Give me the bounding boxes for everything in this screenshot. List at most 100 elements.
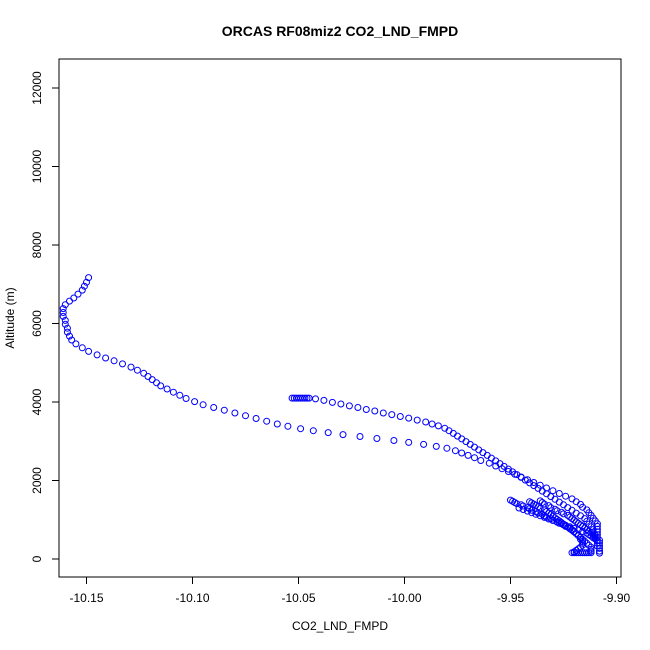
data-point xyxy=(405,414,413,422)
data-point xyxy=(528,509,536,517)
data-point xyxy=(242,412,249,420)
data-point xyxy=(579,528,587,535)
data-point xyxy=(356,433,364,440)
data-point xyxy=(133,366,141,374)
data-point xyxy=(477,457,485,464)
data-point xyxy=(428,420,436,428)
data-point xyxy=(524,507,531,515)
data-point xyxy=(61,320,69,328)
data-point xyxy=(303,394,311,402)
data-point xyxy=(78,344,86,352)
data-point xyxy=(66,297,73,305)
data-point xyxy=(515,504,523,512)
data-point xyxy=(328,398,336,406)
data-point xyxy=(458,449,466,457)
y-tick-label: 12000 xyxy=(30,71,44,105)
data-point xyxy=(545,515,553,523)
data-point xyxy=(570,528,578,536)
data-point xyxy=(220,406,228,414)
data-point xyxy=(72,340,80,348)
data-point xyxy=(339,431,347,439)
data-point xyxy=(373,435,381,442)
data-point xyxy=(434,422,442,430)
data-point xyxy=(528,506,536,514)
data-point xyxy=(543,484,550,492)
data-point xyxy=(547,504,555,512)
plot-frame xyxy=(58,58,622,578)
data-point xyxy=(405,438,413,446)
y-tick-label: 0 xyxy=(30,555,44,562)
data-point xyxy=(390,437,398,444)
data-point xyxy=(562,521,570,529)
data-point xyxy=(78,286,86,294)
data-point xyxy=(210,404,218,411)
data-point xyxy=(540,513,548,521)
data-point xyxy=(191,398,199,406)
data-point xyxy=(61,301,69,309)
data-point xyxy=(388,411,396,419)
x-tick-label: -9.95 xyxy=(497,591,525,605)
data-point xyxy=(593,539,601,547)
data-point xyxy=(110,357,118,365)
data-point xyxy=(66,332,73,340)
data-point xyxy=(102,354,110,362)
data-point xyxy=(263,417,271,425)
data-point xyxy=(538,499,546,506)
data-point xyxy=(68,336,76,344)
data-point xyxy=(536,504,544,512)
data-point xyxy=(80,282,88,290)
data-point xyxy=(231,409,239,417)
data-point xyxy=(549,487,557,495)
data-point xyxy=(63,328,71,336)
data-point xyxy=(579,537,587,545)
data-point xyxy=(574,526,582,534)
data-point xyxy=(345,402,353,410)
data-point xyxy=(169,388,177,396)
data-point xyxy=(284,422,292,430)
data-point xyxy=(362,406,370,413)
y-tick-label: 2000 xyxy=(30,467,44,494)
data-point xyxy=(545,502,553,510)
data-point xyxy=(252,415,260,422)
data-point xyxy=(337,400,345,408)
chart-title: ORCAS RF08miz2 CO2_LND_FMPD xyxy=(222,23,459,39)
data-point xyxy=(83,278,90,286)
x-tick-label: -10.00 xyxy=(387,591,421,605)
data-point xyxy=(585,541,593,549)
data-point xyxy=(144,373,152,380)
data-point xyxy=(587,532,595,540)
data-point xyxy=(61,316,69,324)
data-point xyxy=(451,447,459,455)
data-point xyxy=(148,376,156,384)
y-tick-label: 10000 xyxy=(30,149,44,183)
data-point xyxy=(309,427,317,435)
data-point xyxy=(70,294,78,302)
data-point xyxy=(568,495,576,503)
data-point xyxy=(140,369,148,377)
data-point xyxy=(464,451,472,459)
x-tick-label: -10.10 xyxy=(175,591,209,605)
data-point xyxy=(153,379,160,387)
data-point xyxy=(579,535,587,543)
data-point xyxy=(471,454,478,462)
y-tick-label: 8000 xyxy=(30,231,44,258)
x-axis-label: CO2_LND_FMPD xyxy=(292,619,388,633)
data-point xyxy=(74,290,82,298)
data-point xyxy=(324,429,332,437)
data-point xyxy=(557,508,565,516)
data-point xyxy=(577,533,584,541)
data-point xyxy=(577,535,584,543)
data-point xyxy=(273,420,281,428)
data-point xyxy=(59,309,67,316)
data-point xyxy=(127,363,135,371)
data-point xyxy=(63,324,71,332)
data-point xyxy=(581,537,589,545)
x-tick-label: -9.90 xyxy=(603,591,631,605)
data-point xyxy=(176,391,184,399)
y-axis-label: Altitude (m) xyxy=(3,287,17,348)
data-point xyxy=(157,382,165,390)
data-point xyxy=(553,507,561,515)
data-point xyxy=(587,545,595,553)
data-point xyxy=(579,539,587,547)
